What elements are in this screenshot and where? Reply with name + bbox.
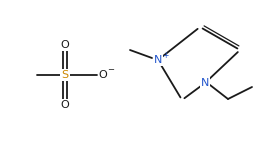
Text: N: N (201, 78, 209, 88)
Text: +: + (162, 51, 168, 60)
Text: S: S (62, 70, 68, 80)
Text: N: N (154, 55, 162, 65)
Text: O: O (99, 70, 107, 80)
Text: −: − (107, 66, 115, 75)
Text: O: O (61, 40, 69, 50)
Text: O: O (61, 100, 69, 110)
